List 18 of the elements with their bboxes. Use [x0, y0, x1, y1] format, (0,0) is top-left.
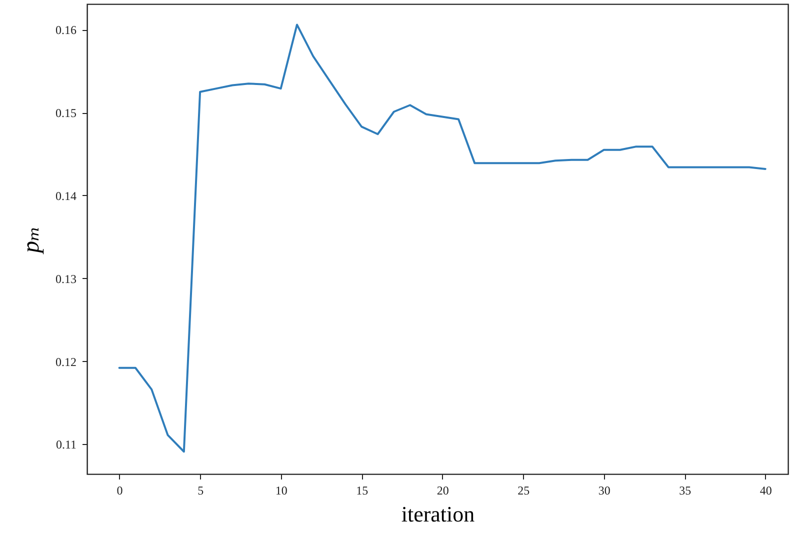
- y-tick-label: 0.15: [56, 106, 76, 120]
- y-axis-title: pₘ: [18, 226, 44, 255]
- line-series: [118, 24, 766, 453]
- x-tick-label: 40: [760, 484, 772, 498]
- x-tick-label: 25: [518, 484, 530, 498]
- y-tick-label: 0.11: [56, 438, 76, 452]
- y-tick-label: 0.12: [56, 354, 76, 369]
- x-tick-label: 20: [436, 484, 449, 498]
- x-tick-label: 30: [598, 484, 610, 498]
- x-tick-label: 35: [679, 484, 692, 498]
- x-tick-label: 5: [198, 484, 204, 498]
- y-tick-label: 0.13: [56, 272, 76, 286]
- x-tick-label: 10: [275, 484, 288, 498]
- x-axis-title: iteration: [401, 502, 475, 526]
- x-tick-label: 15: [356, 484, 368, 498]
- y-tick-label: 0.14: [56, 188, 76, 203]
- x-tick-label: 0: [116, 484, 123, 498]
- y-tick-label: 0.16: [56, 23, 76, 38]
